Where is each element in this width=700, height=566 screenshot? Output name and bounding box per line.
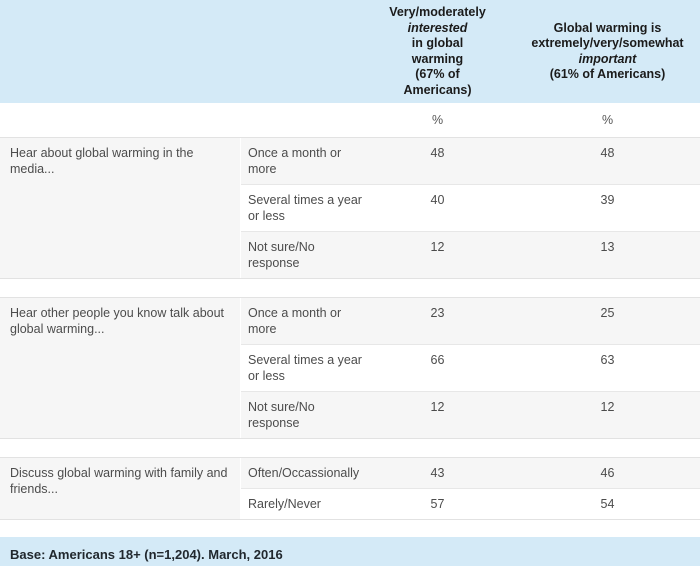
answer-label: Not sure/No response (248, 400, 315, 430)
answer-label: Several times a year or less (248, 193, 362, 223)
header-italic-word: interested (407, 20, 468, 35)
question-group-media: Hear about global warming in the media..… (0, 137, 700, 279)
value-interested: 57 (430, 497, 445, 511)
table-row: Several times a year or less 66 63 (241, 344, 700, 391)
answer-label: Rarely/Never (248, 497, 321, 511)
header-italic-word: important (578, 51, 637, 66)
group-rows: Once a month or more 48 48 Several times… (241, 138, 700, 278)
value-important: 12 (600, 400, 615, 414)
value-important: 13 (600, 240, 615, 254)
header-line: Global warming is extremely/very/somewha… (531, 20, 684, 51)
table-header: Very/moderately interested in global war… (0, 0, 700, 103)
header-note: (61% of Americans) (549, 67, 666, 81)
table-row: Not sure/No response 12 13 (241, 231, 700, 278)
table-row: Not sure/No response 12 12 (241, 391, 700, 438)
percent-symbol-important: % (601, 113, 614, 127)
value-interested: 40 (430, 193, 445, 207)
header-line: Very/moderately (389, 5, 486, 19)
percent-units-row: % % (0, 103, 700, 137)
column-header-important-text: Global warming is extremely/very/somewha… (524, 21, 692, 83)
group-gap (0, 439, 700, 457)
value-important: 39 (600, 193, 615, 207)
header-line: in global warming (411, 36, 464, 66)
value-important: 63 (600, 353, 615, 367)
table-row: Once a month or more 23 25 (241, 298, 700, 344)
group-rows: Often/Occassionally 43 46 Rarely/Never 5… (241, 458, 700, 519)
value-important: 48 (600, 146, 615, 160)
table-row: Once a month or more 48 48 (241, 138, 700, 184)
value-interested: 43 (430, 466, 445, 480)
value-interested: 12 (430, 400, 445, 414)
value-interested: 23 (430, 306, 445, 320)
group-label: Discuss global warming with family and f… (0, 458, 240, 519)
column-header-important: Global warming is extremely/very/somewha… (515, 21, 700, 83)
answer-label: Not sure/No response (248, 240, 315, 270)
table-row: Rarely/Never 57 54 (241, 488, 700, 519)
column-header-interested-text: Very/moderately interested in global war… (385, 5, 491, 98)
answer-label: Once a month or more (248, 306, 342, 336)
group-gap (0, 279, 700, 297)
value-important: 25 (600, 306, 615, 320)
value-interested: 12 (430, 240, 445, 254)
question-group-discuss: Discuss global warming with family and f… (0, 457, 700, 520)
group-label: Hear about global warming in the media..… (0, 138, 240, 278)
value-interested: 48 (430, 146, 445, 160)
value-interested: 66 (430, 353, 445, 367)
value-important: 54 (600, 497, 615, 511)
footer-gap (0, 520, 700, 537)
answer-label: Once a month or more (248, 146, 342, 176)
table-row: Often/Occassionally 43 46 (241, 458, 700, 488)
group-rows: Once a month or more 23 25 Several times… (241, 298, 700, 438)
table-row: Several times a year or less 40 39 (241, 184, 700, 231)
value-important: 46 (600, 466, 615, 480)
question-group-other-people: Hear other people you know talk about gl… (0, 297, 700, 439)
column-header-interested: Very/moderately interested in global war… (360, 5, 515, 98)
percent-symbol-interested: % (431, 113, 444, 127)
header-note: (67% of Americans) (403, 67, 472, 97)
group-label: Hear other people you know talk about gl… (0, 298, 240, 438)
base-note-text: Base: Americans 18+ (n=1,204). March, 20… (10, 546, 283, 562)
answer-label: Often/Occassionally (248, 466, 360, 480)
base-note-bar: Base: Americans 18+ (n=1,204). March, 20… (0, 537, 700, 566)
answer-label: Several times a year or less (248, 353, 362, 383)
